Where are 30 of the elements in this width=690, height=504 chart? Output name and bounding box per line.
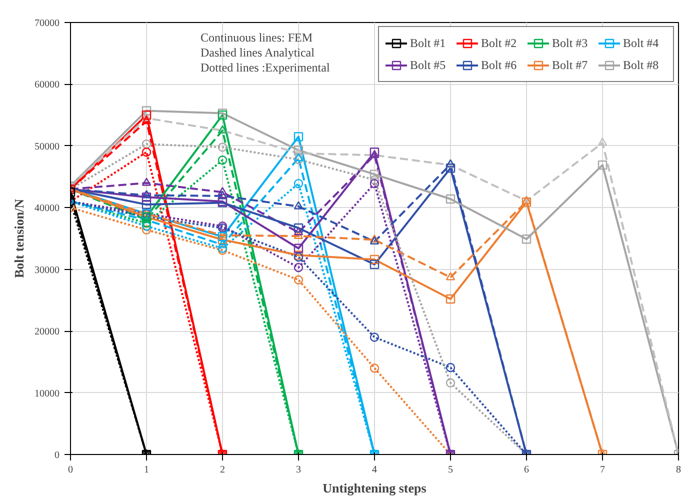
x-tick-label: 8 [676, 464, 681, 476]
x-tick-label: 7 [600, 464, 605, 476]
legend-label: Bolt #2 [481, 36, 518, 50]
y-tick-label: 30000 [34, 264, 60, 276]
x-tick-label: 6 [524, 464, 529, 476]
y-tick-label: 10000 [34, 388, 60, 400]
y-tick-label: 50000 [34, 141, 60, 152]
legend-label: Bolt #3 [552, 36, 589, 50]
annotation: Dashed lines Analytical [200, 46, 316, 60]
x-tick-label: 4 [372, 464, 377, 476]
legend-label: Bolt #5 [410, 58, 447, 72]
legend-label: Bolt #8 [623, 58, 660, 72]
y-tick-label: 0 [54, 450, 60, 461]
annotation: Continuous lines: FEM [200, 30, 313, 44]
legend-label: Bolt #6 [481, 58, 518, 72]
x-axis-title: Untightening steps [322, 480, 426, 496]
y-tick-label: 70000 [34, 18, 60, 29]
x-tick-label: 0 [68, 464, 73, 476]
annotation: Dotted lines :Experimental [200, 60, 330, 74]
y-tick-label: 60000 [34, 80, 60, 91]
legend-label: Bolt #7 [552, 58, 589, 72]
y-axis-title: Bolt tension/N [12, 198, 26, 278]
x-tick-label: 5 [448, 464, 453, 476]
x-tick-label: 2 [220, 464, 225, 476]
x-tick-label: 1 [144, 464, 149, 476]
y-tick-label: 20000 [34, 326, 60, 338]
y-tick-label: 40000 [34, 203, 60, 214]
x-tick-label: 3 [296, 464, 301, 476]
legend-label: Bolt #4 [623, 36, 660, 50]
legend-label: Bolt #1 [410, 36, 447, 50]
